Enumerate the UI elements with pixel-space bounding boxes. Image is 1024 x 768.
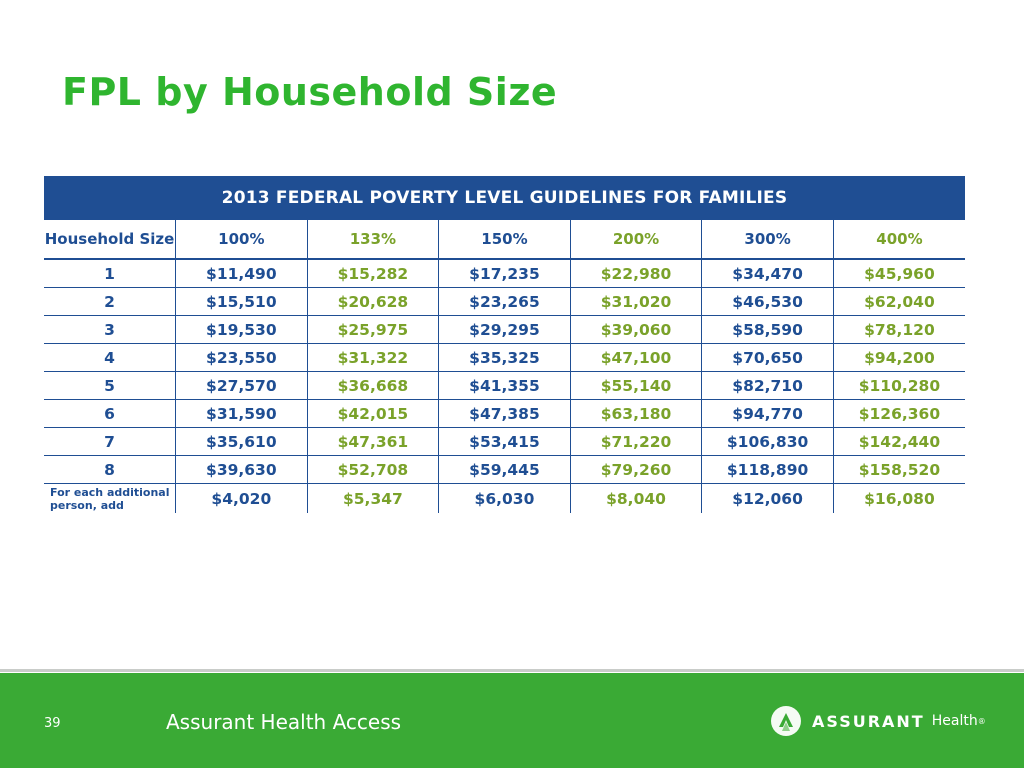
cell-fpl-200: $55,140 bbox=[570, 371, 703, 400]
cell-fpl-200: $79,260 bbox=[570, 455, 703, 484]
cell-fpl-400: $45,960 bbox=[833, 259, 965, 288]
page-number: 39 bbox=[44, 716, 61, 731]
table-row: 7 $35,610 $47,361 $53,415 $71,220 $106,830 $14… bbox=[44, 427, 965, 456]
table-banner: 2013 FEDERAL POVERTY LEVEL GUIDELINES FO… bbox=[44, 176, 965, 220]
table-row: 2 $15,510 $20,628 $23,265 $31,020 $46,530 $62,… bbox=[44, 287, 965, 316]
cell-household-size: 2 bbox=[44, 287, 177, 316]
cell-fpl-400: $16,080 bbox=[864, 489, 935, 508]
cell-fpl-400: $126,360 bbox=[833, 399, 965, 428]
cell-fpl-200: $71,220 bbox=[570, 427, 703, 456]
slide-title: FPL by Household Size bbox=[62, 70, 558, 114]
header-400: 400% bbox=[833, 220, 965, 260]
cell-fpl-300: $70,650 bbox=[701, 343, 834, 372]
cell-fpl-150: $23,265 bbox=[438, 287, 571, 316]
header-150: 150% bbox=[438, 220, 571, 260]
cell-fpl-150: $6,030 bbox=[438, 483, 571, 513]
cell-household-size: 1 bbox=[44, 259, 177, 288]
cell-fpl-100: $35,610 bbox=[175, 427, 308, 456]
cell-fpl-133: $15,282 bbox=[307, 259, 440, 288]
cell-fpl-400: $78,120 bbox=[833, 315, 965, 344]
assurant-logo-icon bbox=[771, 706, 801, 736]
footer-text: Assurant Health Access bbox=[166, 710, 402, 734]
cell-fpl-133: $5,347 bbox=[307, 483, 440, 513]
footer-divider bbox=[0, 669, 1024, 672]
cell-fpl-400: $110,280 bbox=[833, 371, 965, 400]
cell-household-size: 5 bbox=[44, 371, 177, 400]
table-row: 5 $27,570 $36,668 $41,355 $55,140 $82,710 $110… bbox=[44, 371, 965, 400]
cell-fpl-133: $36,668 bbox=[307, 371, 440, 400]
cell-fpl-133: $31,322 bbox=[307, 343, 440, 372]
cell-fpl-150: $47,385 bbox=[438, 399, 571, 428]
cell-fpl-133: $52,708 bbox=[307, 455, 440, 484]
logo-word: ASSURANT bbox=[812, 711, 925, 731]
cell-fpl-300: $46,530 bbox=[701, 287, 834, 316]
cell-fpl-150: $41,355 bbox=[438, 371, 571, 400]
header-300: 300% bbox=[701, 220, 834, 260]
header-133: 133% bbox=[307, 220, 440, 260]
cell-household-size: 8 bbox=[44, 455, 177, 484]
footer-bar: 39 Assurant Health Access ASSURANT Healt… bbox=[0, 673, 1024, 768]
cell-fpl-200: $31,020 bbox=[570, 287, 703, 316]
cell-fpl-200: $47,100 bbox=[570, 343, 703, 372]
cell-household-size: 7 bbox=[44, 427, 177, 456]
fpl-table: 2013 FEDERAL POVERTY LEVEL GUIDELINES FO… bbox=[44, 176, 965, 513]
cell-fpl-100: $11,490 bbox=[175, 259, 308, 288]
cell-fpl-100: $15,510 bbox=[175, 287, 308, 316]
cell-fpl-300: $82,710 bbox=[701, 371, 834, 400]
cell-fpl-150: $53,415 bbox=[438, 427, 571, 456]
cell-fpl-150: $29,295 bbox=[438, 315, 571, 344]
header-household-size: Household Size bbox=[44, 220, 177, 260]
cell-fpl-300: $58,590 bbox=[701, 315, 834, 344]
cell-fpl-200: $8,040 bbox=[570, 483, 703, 513]
cell-fpl-100: $31,590 bbox=[175, 399, 308, 428]
table-row: For each additional person, add $4,020 $5,… bbox=[44, 483, 965, 513]
cell-fpl-100: $4,020 bbox=[175, 483, 308, 513]
cell-fpl-400: $142,440 bbox=[833, 427, 965, 456]
cell-fpl-100: $23,550 bbox=[175, 343, 308, 372]
cell-fpl-150: $35,325 bbox=[438, 343, 571, 372]
table-row: 6 $31,590 $42,015 $47,385 $63,180 $94,770 $126… bbox=[44, 399, 965, 428]
cell-fpl-300: $118,890 bbox=[701, 455, 834, 484]
logo-health: Health bbox=[931, 713, 978, 729]
cell-fpl-300: $94,770 bbox=[701, 399, 834, 428]
cell-fpl-200: $63,180 bbox=[570, 399, 703, 428]
cell-fpl-400: $158,520 bbox=[833, 455, 965, 484]
cell-fpl-300: $106,830 bbox=[701, 427, 834, 456]
cell-fpl-300: $34,470 bbox=[701, 259, 834, 288]
cell-fpl-150: $17,235 bbox=[438, 259, 571, 288]
table-row: 3 $19,530 $25,975 $29,295 $39,060 $58,590 $78,… bbox=[44, 315, 965, 344]
cell-fpl-133: $25,975 bbox=[307, 315, 440, 344]
cell-household-size: 4 bbox=[44, 343, 177, 372]
header-200: 200% bbox=[570, 220, 703, 260]
cell-fpl-400: $62,040 bbox=[833, 287, 965, 316]
cell-household-size: 6 bbox=[44, 399, 177, 428]
table-row: 8 $39,630 $52,708 $59,445 $79,260 $118,890 $15… bbox=[44, 455, 965, 484]
cell-fpl-100: $19,530 bbox=[175, 315, 308, 344]
assurant-logo: ASSURANT Health ® bbox=[770, 705, 986, 737]
logo-registered: ® bbox=[977, 716, 986, 726]
cell-fpl-133: $20,628 bbox=[307, 287, 440, 316]
cell-fpl-150: $59,445 bbox=[438, 455, 571, 484]
table-row: 1 $11,490 $15,282 $17,235 $22,980 $34,470 $45,… bbox=[44, 259, 965, 288]
cell-fpl-100: $27,570 bbox=[175, 371, 308, 400]
cell-fpl-200: $39,060 bbox=[570, 315, 703, 344]
cell-fpl-400: $94,200 bbox=[833, 343, 965, 372]
cell-fpl-100: $39,630 bbox=[175, 455, 308, 484]
table-row: 4 $23,550 $31,322 $35,325 $47,100 $70,650 $94,… bbox=[44, 343, 965, 372]
cell-fpl-133: $42,015 bbox=[307, 399, 440, 428]
cell-fpl-300: $12,060 bbox=[701, 483, 834, 513]
cell-household-size: For each additional person, add bbox=[44, 483, 177, 513]
header-100: 100% bbox=[175, 220, 308, 260]
cell-household-size: 3 bbox=[44, 315, 177, 344]
cell-fpl-133: $47,361 bbox=[307, 427, 440, 456]
cell-fpl-200: $22,980 bbox=[570, 259, 703, 288]
